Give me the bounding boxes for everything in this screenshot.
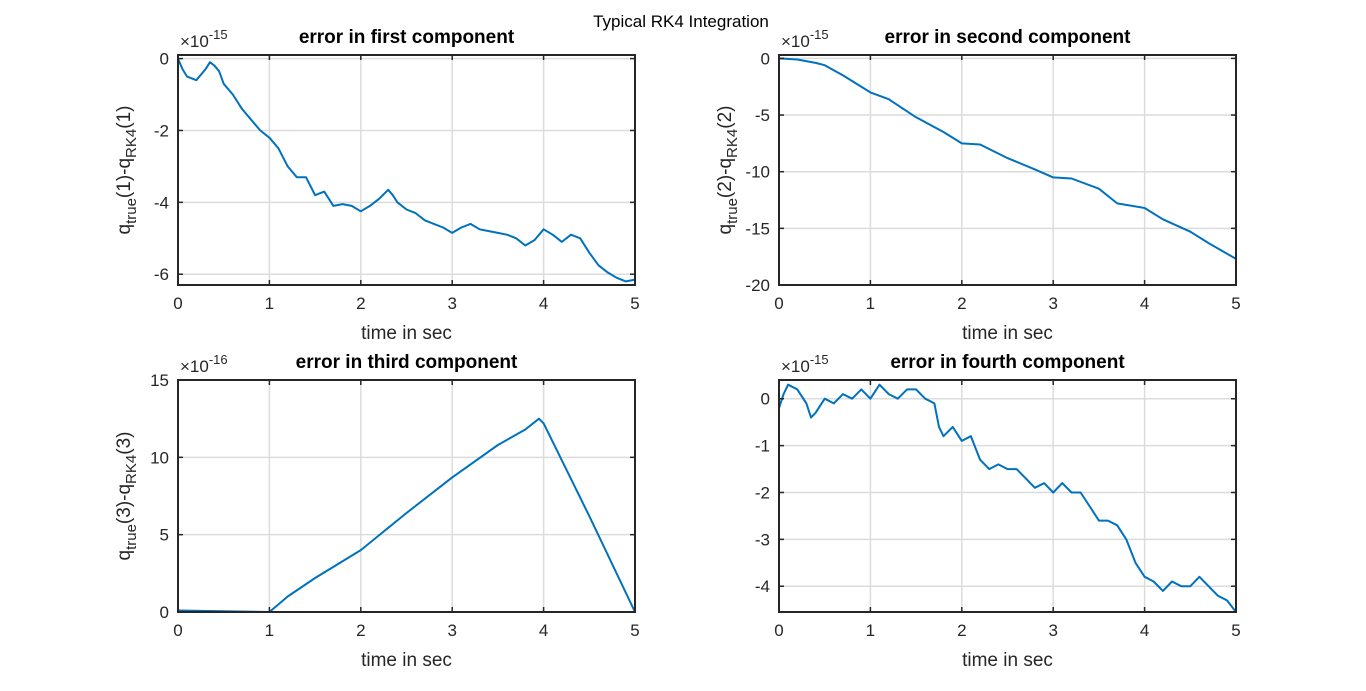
chart-1-plot-area [178,55,635,285]
chart-4-xlabel: time in sec [962,650,1053,671]
chart-1-xtick-label: 0 [173,294,182,313]
chart-1-xtick-label: 3 [447,294,456,313]
chart-1-xtick-label: 5 [630,294,639,313]
chart-4-xtick-label: 1 [866,621,875,640]
chart-4-xtick-label: 0 [774,621,783,640]
chart-3-xtick-label: 0 [173,621,182,640]
chart-1-ytick-label: -4 [154,193,169,212]
chart-4-exponent-label: ×10-15 [781,352,829,376]
chart-3-ytick-label: 0 [160,603,169,622]
axes-panel-1: 0 1 2 3 4 5 -6 -4 -2 0 error in first component ×10… [114,27,640,344]
chart-3-xtick-label: 1 [265,621,274,640]
chart-2-plot-area [779,55,1236,285]
chart-4-title: error in fourth component [890,352,1125,373]
chart-2-xlabel: time in sec [962,323,1053,344]
chart-2-ytick-label: -15 [745,219,770,238]
chart-1-exponent-label: ×10-15 [180,27,228,51]
chart-2-xtick-label: 2 [957,294,966,313]
chart-2-xtick-label: 1 [866,294,875,313]
chart-2-ylabel: qtrue(2)-qRK4(2) [715,106,741,235]
chart-4-xtick-label: 3 [1048,621,1057,640]
chart-1-xlabel: time in sec [361,323,452,344]
chart-3-ylabel: qtrue(3)-qRK4(3) [114,432,140,561]
chart-3-title: error in third component [296,352,518,373]
chart-4-plot-area [779,380,1236,612]
chart-4-ytick-label: -3 [755,530,770,549]
chart-4-ytick-label: -1 [755,437,770,456]
chart-1-ytick-label: -2 [154,121,169,140]
chart-3-series-line [177,417,636,613]
chart-2-xtick-label: 4 [1140,294,1149,313]
chart-4-xtick-label: 5 [1231,621,1240,640]
chart-2-exponent-label: ×10-15 [781,27,829,51]
chart-2-series-line [778,57,1237,260]
axes-panel-4: 0 1 2 3 4 5 -4 -3 -2 -1 0 error in fourth component… [755,352,1241,671]
chart-1-axes-box [177,54,636,286]
chart-4-ytick-label: 0 [761,390,770,409]
chart-1-xtick-label: 4 [539,294,548,313]
chart-4-series-line [778,383,1237,613]
chart-1-xtick-label: 2 [356,294,365,313]
chart-4-ytick-label: -2 [755,483,770,502]
chart-2-title: error in second component [885,27,1132,48]
chart-1-series-line [177,58,636,283]
chart-3-ytick-label: 15 [150,371,169,390]
chart-2-xtick-label: 5 [1231,294,1240,313]
chart-2-xtick-label: 3 [1048,294,1057,313]
chart-1-xtick-label: 1 [265,294,274,313]
chart-3-xlabel: time in sec [361,650,452,671]
axes-panel-2: 0 1 2 3 4 5 -20 -15 -10 -5 0 error in second compon… [715,27,1241,344]
chart-3-xtick-label: 5 [630,621,639,640]
chart-2-ytick-label: 0 [761,49,770,68]
chart-2-ytick-label: -5 [755,106,770,125]
chart-3-exponent-label: ×10-16 [180,352,228,376]
chart-3-ytick-label: 5 [160,526,169,545]
chart-1-ytick-label: -6 [154,265,169,284]
chart-4-xtick-label: 2 [957,621,966,640]
chart-2-xtick-label: 0 [774,294,783,313]
chart-3-axes-box [177,379,636,613]
chart-4-xtick-label: 4 [1140,621,1149,640]
chart-3-xtick-label: 4 [539,621,548,640]
chart-3-xtick-label: 3 [447,621,456,640]
chart-2-axes-box [778,54,1237,286]
chart-1-ylabel: qtrue(1)-qRK4(1) [114,106,140,235]
chart-1-ytick-label: 0 [160,50,169,69]
chart-3-ytick-label: 10 [150,448,169,467]
chart-3-xtick-label: 2 [356,621,365,640]
chart-2-ytick-label: -20 [745,276,770,295]
chart-2-ytick-label: -10 [745,163,770,182]
chart-4-axes-box [778,379,1237,613]
chart-4-ytick-label: -4 [755,577,770,596]
chart-1-title: error in first component [299,27,515,48]
axes-panel-3: 0 1 2 3 4 5 0 5 10 15 error in third component ×10-… [114,352,640,671]
figure-supertitle: Typical RK4 Integration [593,12,769,31]
chart-3-plot-area [178,380,635,612]
